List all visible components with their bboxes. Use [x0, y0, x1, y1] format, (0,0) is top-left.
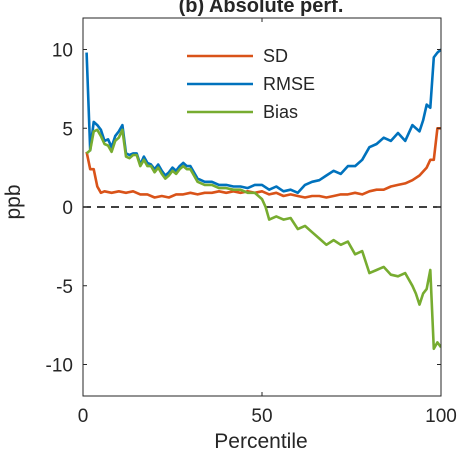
series-line-bias [85, 128, 441, 351]
y-tick-label: 0 [62, 198, 73, 219]
legend-label-rmse: RMSE [263, 74, 315, 94]
y-tick-label: -5 [56, 277, 73, 298]
y-axis-label: ppb [2, 184, 25, 219]
chart-title: (b) Absolute perf. [179, 0, 344, 17]
y-tick-label: 5 [62, 119, 73, 140]
x-axis-label: Percentile [214, 430, 307, 453]
series-line-sd [85, 127, 441, 199]
x-tick-label: 0 [78, 406, 89, 427]
x-tick-label: 50 [251, 406, 272, 427]
legend-label-sd: SD [263, 46, 288, 66]
x-tick-label: 100 [425, 406, 457, 427]
legend: SD RMSE Bias [187, 46, 315, 122]
y-tick-label: -10 [46, 356, 73, 377]
legend-label-bias: Bias [263, 102, 298, 122]
y-tick-label: 10 [52, 41, 73, 62]
